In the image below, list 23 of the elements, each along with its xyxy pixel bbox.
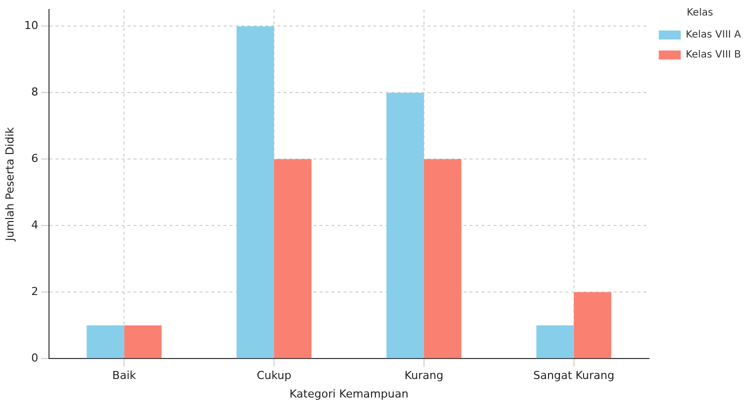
legend-label: Kelas VIII B	[686, 50, 742, 61]
bar	[424, 159, 462, 358]
y-tick-label: 6	[31, 152, 38, 166]
y-tick-label: 10	[24, 19, 38, 32]
bar	[536, 325, 574, 358]
bar	[124, 325, 162, 358]
x-axis-title: Kategori Kemampuan	[290, 387, 408, 400]
bar	[236, 26, 274, 358]
bar	[574, 292, 612, 358]
y-axis-title: Jumlah Peserta Didik	[3, 126, 16, 242]
x-tick-label: Kurang	[404, 369, 444, 382]
y-tick-label: 2	[31, 284, 38, 298]
y-tick-label: 0	[31, 351, 38, 364]
y-tick-label: 4	[31, 218, 38, 232]
y-tick-label: 8	[31, 86, 38, 99]
x-tick-label: Sangat Kurang	[533, 369, 614, 382]
bar	[86, 325, 124, 358]
x-tick-label: Cukup	[256, 369, 292, 382]
legend-title: Kelas	[686, 8, 714, 19]
bar	[386, 92, 424, 358]
x-tick-label: Baik	[112, 369, 137, 382]
legend-label: Kelas VIII A	[686, 30, 742, 41]
bar	[274, 159, 312, 358]
